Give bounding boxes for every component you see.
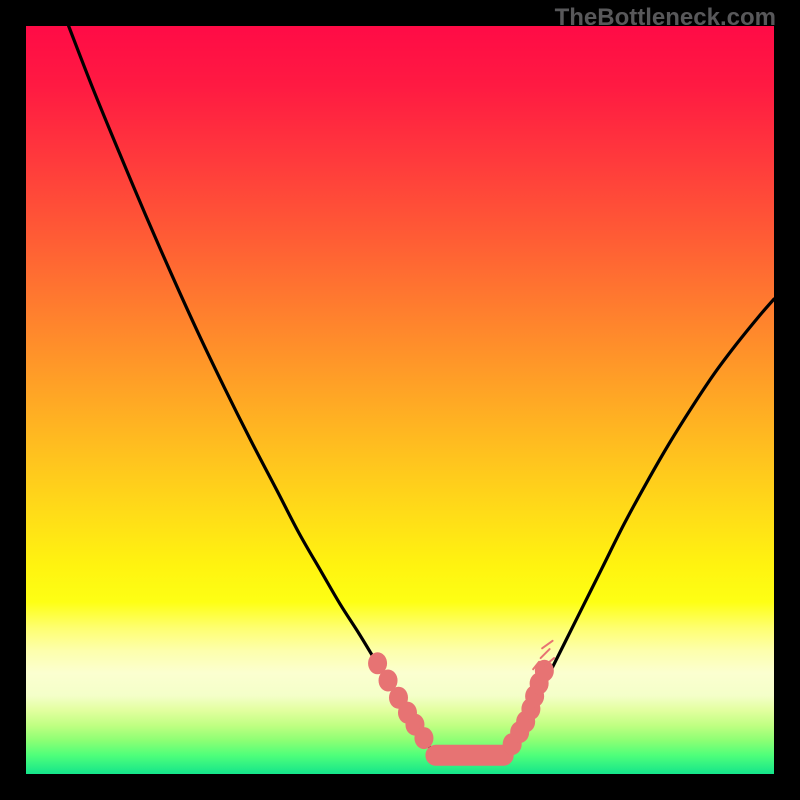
marker-left (414, 727, 433, 749)
marker-tick (541, 649, 550, 658)
marker-tick (542, 641, 552, 648)
chart-svg (26, 26, 774, 774)
watermark-text: TheBottleneck.com (555, 4, 776, 32)
curve-left-branch (69, 26, 434, 754)
bottom-marker-bar (425, 745, 513, 766)
chart-frame: TheBottleneck.com (0, 0, 800, 800)
plot-area (26, 26, 774, 774)
